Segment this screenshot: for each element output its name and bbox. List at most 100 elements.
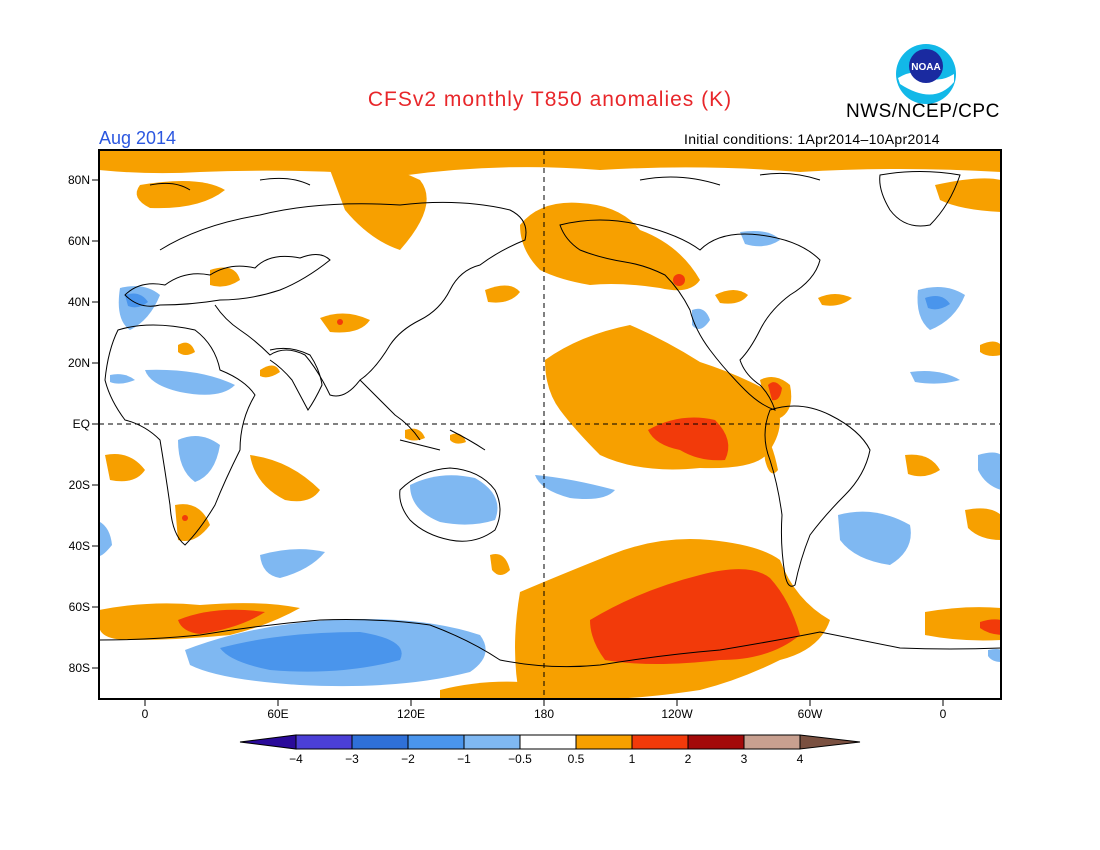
cool-anomaly-region xyxy=(145,369,235,395)
cool-anomaly-region xyxy=(535,475,615,499)
coastline-europe xyxy=(124,254,331,307)
coastline-africa xyxy=(104,324,256,546)
coastline-south-america xyxy=(764,405,871,587)
colorbar-cell xyxy=(407,734,465,750)
colorbar-cell xyxy=(519,734,577,750)
colorbar-label: −2 xyxy=(401,752,415,766)
coastline-north-america xyxy=(559,219,821,411)
colorbar-cell xyxy=(351,734,409,750)
warm-anomaly-region xyxy=(490,554,510,575)
longitude-axis: 0 60E 120E 180 120W 60W 0 xyxy=(142,699,947,721)
lon-label: 0 xyxy=(142,707,149,721)
lon-label: 60W xyxy=(798,707,823,721)
warm-anomaly-region xyxy=(818,294,852,306)
lon-label: 120E xyxy=(397,707,425,721)
lat-label: 40S xyxy=(69,539,90,553)
colorbar-cell xyxy=(575,734,633,750)
warm-anomaly-region xyxy=(99,150,1001,176)
lon-label: 120W xyxy=(661,707,693,721)
strong-warm-anomaly xyxy=(648,417,729,461)
colorbar-label: 4 xyxy=(797,752,804,766)
colorbar-label: 2 xyxy=(685,752,692,766)
strong-warm-anomaly xyxy=(673,274,685,286)
warm-anomaly-region xyxy=(210,267,240,287)
warm-anomaly-region xyxy=(520,202,700,291)
colorbar: −4 −3 −2 −1 −0.5 0.5 1 2 3 4 xyxy=(239,734,861,766)
warm-anomaly-region xyxy=(485,285,520,303)
map-title: CFSv2 monthly T850 anomalies (K) xyxy=(367,88,733,111)
strong-cool-anomaly xyxy=(220,632,402,672)
latitude-axis: 80N 60N 40N 20N EQ 20S 40S 60S 80S xyxy=(68,173,99,675)
lon-label: 0 xyxy=(940,707,947,721)
warm-anomaly-region xyxy=(320,313,370,333)
cool-anomaly-region xyxy=(99,521,112,557)
lat-label: 60N xyxy=(68,234,90,248)
cool-anomaly-region xyxy=(910,371,960,384)
cool-anomaly-region xyxy=(260,549,325,578)
warm-anomaly-region xyxy=(260,365,280,378)
warm-anomaly-region xyxy=(935,178,1001,212)
colorbar-cell xyxy=(463,734,521,750)
warm-anomaly-region xyxy=(250,455,320,502)
coastline-arctic-islands xyxy=(149,172,821,191)
strong-warm-anomaly xyxy=(337,319,343,325)
strong-warm-anomaly xyxy=(980,619,1001,635)
strong-warm-anomaly xyxy=(768,382,782,401)
coastline-australia xyxy=(399,467,501,542)
warm-anomaly-region xyxy=(175,504,210,541)
lat-label: 20N xyxy=(68,356,90,370)
warm-anomaly-region xyxy=(136,181,225,209)
cool-anomaly-region xyxy=(838,511,911,565)
coastline-se-asia xyxy=(359,379,486,451)
warm-anomaly-region xyxy=(440,681,520,699)
warm-anomaly-region xyxy=(980,341,1001,356)
colorbar-cell xyxy=(799,734,861,750)
lat-label: 40N xyxy=(68,295,90,309)
cool-anomaly-region xyxy=(178,436,220,482)
warm-anomaly-region xyxy=(925,607,1001,641)
agency-label: NWS/NCEP/CPC xyxy=(846,101,1000,122)
lat-label: 80S xyxy=(69,661,90,675)
colorbar-cell xyxy=(687,734,745,750)
cool-anomaly-region xyxy=(410,475,498,525)
colorbar-cell xyxy=(239,734,297,750)
lon-label: 180 xyxy=(534,707,554,721)
warm-anomaly-region xyxy=(905,454,940,477)
colorbar-label: 1 xyxy=(629,752,636,766)
coastline-greenland xyxy=(879,171,961,227)
colorbar-label: −0.5 xyxy=(508,752,532,766)
forecast-month: Aug 2014 xyxy=(99,128,177,148)
warm-anomaly-region xyxy=(965,508,1001,540)
lon-label: 60E xyxy=(267,707,288,721)
colorbar-label: −3 xyxy=(345,752,359,766)
cool-anomaly-region xyxy=(988,649,1001,662)
strong-cool-anomaly xyxy=(125,293,148,308)
coastline-eurasia-north xyxy=(159,201,527,397)
warm-anomaly-region xyxy=(330,166,427,250)
colorbar-cell xyxy=(743,734,801,750)
cool-anomaly-region xyxy=(978,452,1001,490)
colorbar-cell xyxy=(295,734,353,750)
initial-conditions: Initial conditions: 1Apr2014–10Apr2014 xyxy=(684,131,940,147)
warm-anomaly-region xyxy=(178,342,195,355)
colorbar-cell xyxy=(631,734,689,750)
lat-label: 80N xyxy=(68,173,90,187)
colorbar-label: 3 xyxy=(741,752,748,766)
warm-anomaly-region xyxy=(105,454,145,482)
colorbar-label: −1 xyxy=(457,752,471,766)
lat-label: EQ xyxy=(73,417,90,431)
coastlines xyxy=(99,171,1001,668)
strong-cool-anomaly xyxy=(925,296,950,310)
cool-anomaly-region xyxy=(740,231,780,247)
logo-text: NOAA xyxy=(911,62,940,73)
colorbar-label: 0.5 xyxy=(568,752,585,766)
cool-anomaly-region xyxy=(692,308,710,329)
strong-warm-anomaly xyxy=(178,609,265,634)
colorbar-label: −4 xyxy=(289,752,303,766)
strong-warm-anomaly xyxy=(182,515,188,521)
lat-label: 20S xyxy=(69,478,90,492)
strong-warm-anomaly xyxy=(590,569,800,664)
warm-anomaly-region xyxy=(715,290,748,304)
lat-label: 60S xyxy=(69,600,90,614)
